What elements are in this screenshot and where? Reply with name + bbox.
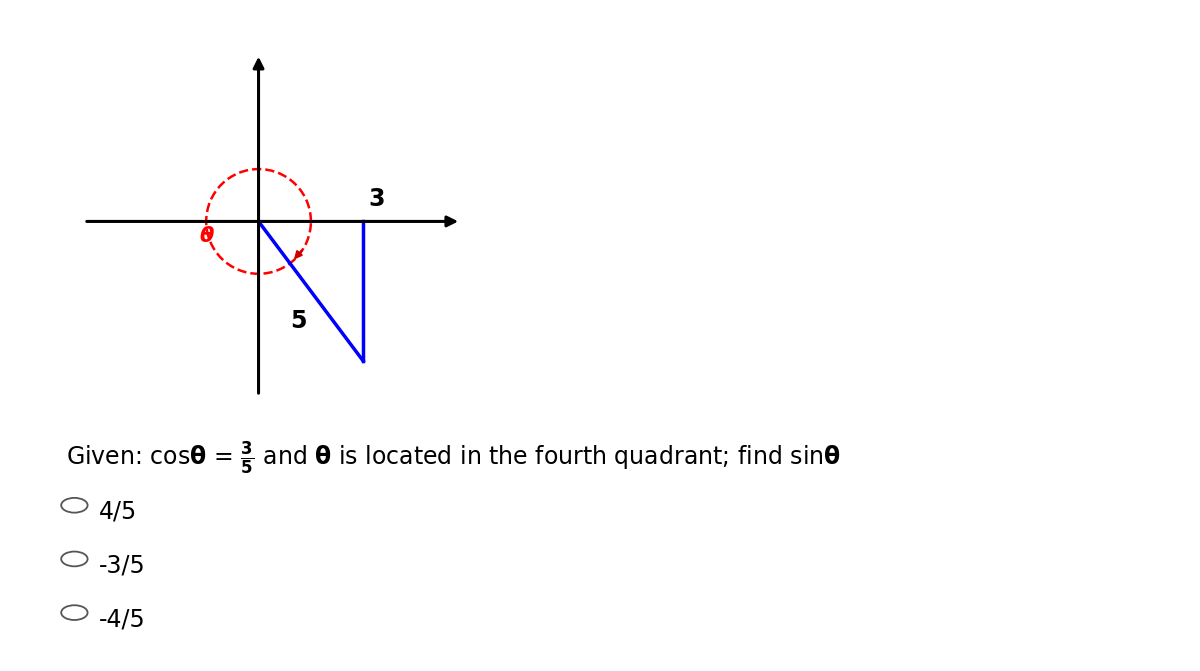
Text: Given: cos$\mathbf{\theta}$ = $\mathbf{\frac{3}{5}}$ and $\mathbf{\theta}$ is lo: Given: cos$\mathbf{\theta}$ = $\mathbf{\… bbox=[66, 440, 841, 477]
Text: 4/5: 4/5 bbox=[98, 500, 137, 524]
Text: θ: θ bbox=[199, 226, 214, 246]
Text: -4/5: -4/5 bbox=[98, 607, 145, 631]
Text: 3: 3 bbox=[368, 187, 385, 211]
Text: -3/5: -3/5 bbox=[98, 554, 145, 578]
Text: 5: 5 bbox=[290, 309, 306, 333]
